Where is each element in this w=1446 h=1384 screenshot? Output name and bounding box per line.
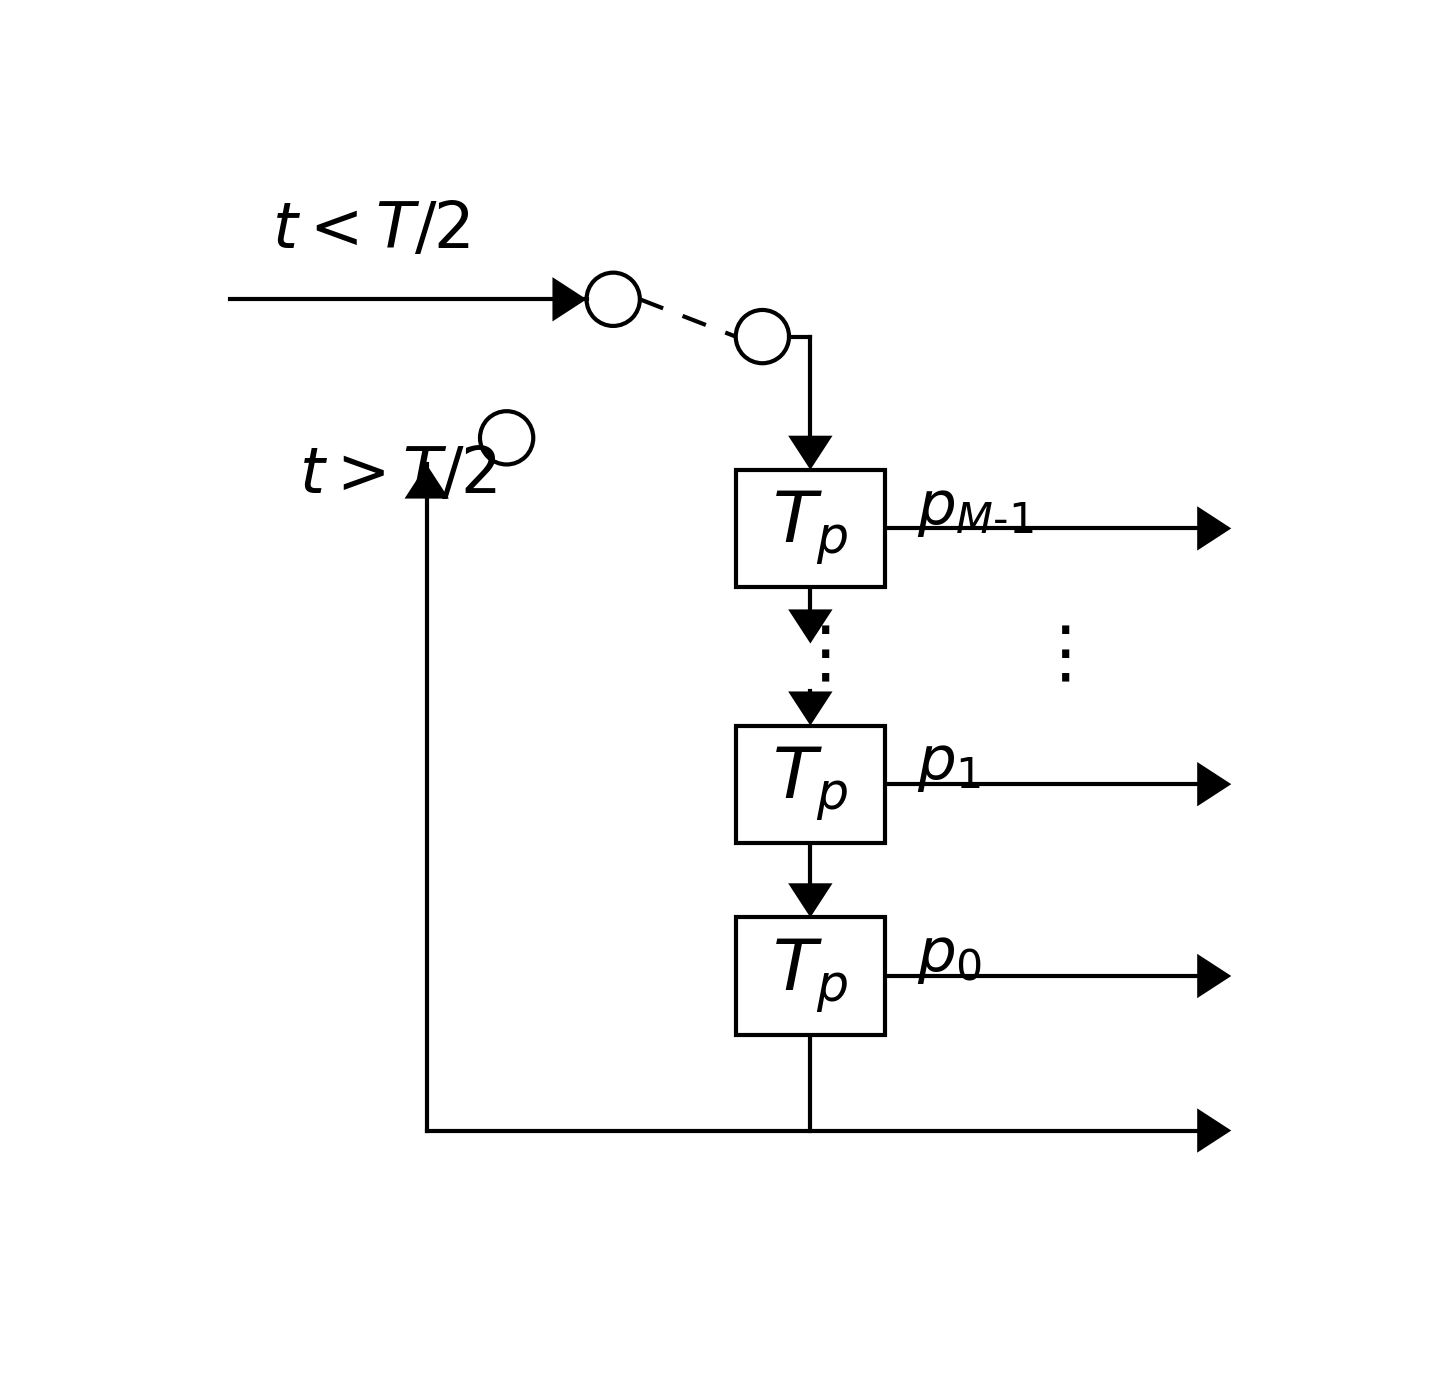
Polygon shape: [1197, 507, 1232, 551]
Text: $T_p$: $T_p$: [772, 745, 849, 823]
Text: $T_p$: $T_p$: [772, 937, 849, 1016]
Text: $p_{M\text{-}1}$: $p_{M\text{-}1}$: [917, 480, 1034, 538]
Polygon shape: [1197, 954, 1232, 998]
Polygon shape: [788, 436, 833, 469]
Bar: [736, 725, 885, 843]
Polygon shape: [788, 609, 833, 644]
Polygon shape: [552, 277, 587, 321]
Bar: [736, 918, 885, 1035]
Polygon shape: [788, 692, 833, 725]
Text: $T_p$: $T_p$: [772, 489, 849, 567]
Text: $p_0$: $p_0$: [917, 927, 982, 987]
Text: $t < T/2$: $t < T/2$: [272, 199, 470, 262]
Polygon shape: [1197, 1109, 1232, 1153]
Polygon shape: [1197, 763, 1232, 807]
Polygon shape: [788, 883, 833, 918]
Text: $\vdots$: $\vdots$: [790, 623, 830, 689]
Polygon shape: [405, 465, 448, 498]
Text: $\vdots$: $\vdots$: [1030, 623, 1070, 689]
Text: $t > T/2$: $t > T/2$: [299, 444, 497, 507]
Bar: [736, 469, 885, 587]
Text: $p_1$: $p_1$: [917, 735, 982, 794]
